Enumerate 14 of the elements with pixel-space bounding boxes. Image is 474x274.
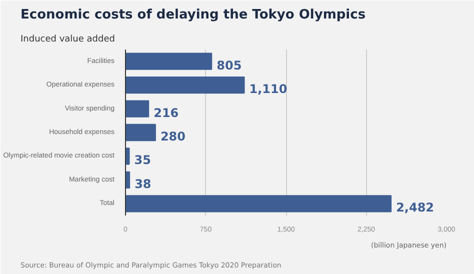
data-label: 1,110 (249, 82, 288, 96)
data-label: 280 (160, 130, 186, 144)
data-label: 216 (154, 106, 179, 120)
bar (126, 124, 156, 142)
data-label: 2,482 (396, 200, 434, 215)
bar (126, 100, 150, 118)
data-label: 35 (134, 153, 151, 168)
chart-title: Economic costs of delaying the Tokyo Olympics (20, 8, 366, 22)
data-label: 805 (216, 58, 242, 72)
data-label: 38 (134, 176, 152, 191)
chart-subtitle: Induced value added (20, 34, 115, 44)
bar (126, 52, 212, 70)
bar (126, 195, 392, 212)
bar (126, 76, 245, 94)
